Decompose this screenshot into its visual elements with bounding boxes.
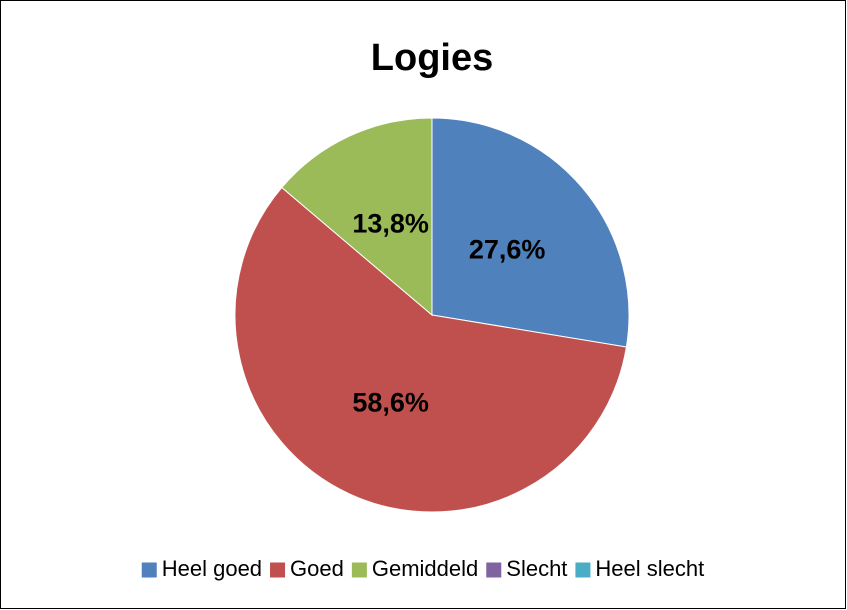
legend-swatch — [351, 562, 367, 578]
pie-slice — [281, 117, 433, 317]
legend-label: Heel goed — [162, 556, 262, 581]
legend-swatch — [486, 562, 502, 578]
pie-slice — [234, 186, 627, 513]
legend-label: Heel slecht — [595, 556, 704, 581]
pie-slice — [431, 117, 630, 348]
legend-swatch — [141, 562, 157, 578]
legend-swatch — [270, 562, 286, 578]
legend-label: Goed — [290, 556, 344, 581]
legend-swatch — [575, 562, 591, 578]
data-label: 58,6% — [352, 388, 429, 418]
legend-label: Slecht — [506, 556, 567, 581]
data-label: 13,8% — [352, 209, 429, 239]
data-label: 27,6% — [469, 234, 546, 264]
legend-label: Gemiddeld — [372, 556, 478, 581]
chart-title: Logies — [371, 37, 493, 79]
